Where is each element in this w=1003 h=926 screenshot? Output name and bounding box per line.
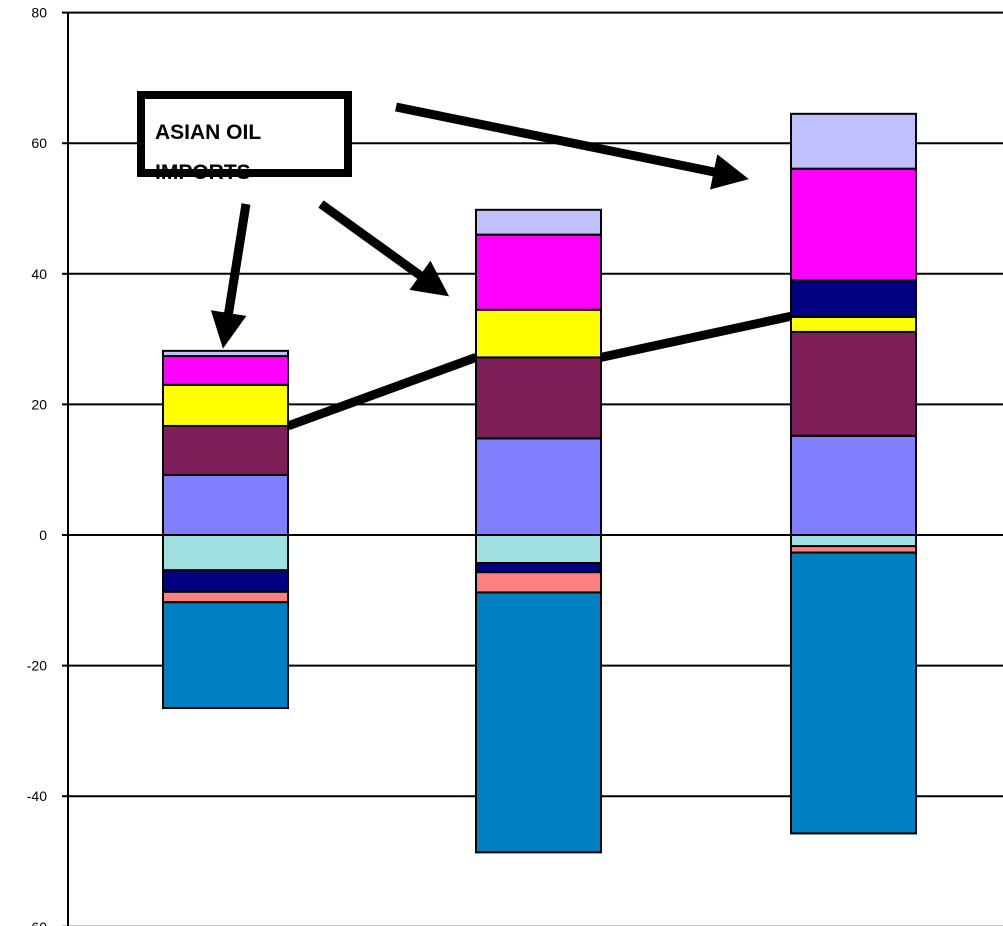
- y-axis: 80 60 40 20 0 -20 -40 -60: [27, 5, 69, 926]
- bar-segment: [162, 424, 289, 476]
- callout-arrow: [395, 102, 749, 190]
- y-tick-label: 80: [31, 5, 47, 21]
- bar-segment: [790, 551, 917, 835]
- bar-segment: [475, 562, 602, 574]
- bar-segment: [475, 534, 602, 565]
- trend-line: [286, 353, 478, 431]
- y-tick-label: 0: [39, 527, 47, 543]
- callout-arrow: [210, 203, 251, 349]
- y-tick-label: -60: [27, 919, 47, 926]
- bar-segment: [790, 167, 917, 282]
- y-tick-label: -20: [27, 658, 47, 674]
- asian-oil-imports-callout: ASIAN OIL IMPORTS: [137, 91, 352, 184]
- bar-segment: [162, 590, 289, 604]
- bar-segment: [790, 315, 917, 333]
- bar-segment: [162, 601, 289, 710]
- callout-arrow: [318, 200, 450, 297]
- bar-segment: [475, 571, 602, 594]
- bars: [162, 112, 917, 854]
- trend-line-group: [286, 311, 792, 431]
- y-tick-label: 60: [31, 135, 47, 151]
- bar-segment: [475, 308, 602, 359]
- trend-line: [600, 311, 792, 362]
- callout-label: ASIAN OIL IMPORTS: [155, 121, 262, 184]
- y-tick-label: 40: [31, 266, 47, 282]
- bar-segment: [790, 534, 917, 548]
- bar-segment: [162, 383, 289, 427]
- bar-segment: [162, 534, 289, 572]
- y-tick-label: -40: [27, 788, 47, 804]
- bar-segment: [162, 569, 289, 593]
- bar-segment: [475, 233, 602, 311]
- bar-segment: [790, 434, 917, 536]
- bar-segment: [790, 279, 917, 318]
- bar-segment: [162, 473, 289, 537]
- y-tick-label: 20: [31, 396, 47, 412]
- bar-segment: [162, 349, 289, 358]
- bar-segment: [475, 356, 602, 440]
- bar-segment: [475, 437, 602, 536]
- bar-segment: [790, 330, 917, 437]
- bar-segment: [475, 208, 602, 236]
- bar-segment: [790, 112, 917, 170]
- bar-segment: [475, 591, 602, 854]
- callout-arrows: [210, 102, 749, 349]
- bar-segment: [162, 355, 289, 386]
